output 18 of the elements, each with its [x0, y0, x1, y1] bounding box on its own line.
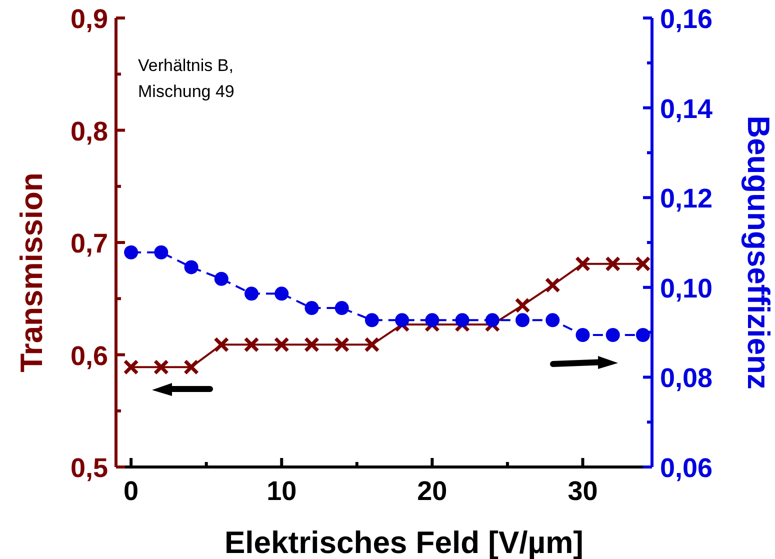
y-tick-label: 0,9 — [70, 4, 108, 34]
y2-tick-label: 0,08 — [660, 363, 713, 394]
y2-tick-label: 0,12 — [660, 184, 713, 214]
y2-tick-label: 0,06 — [660, 453, 713, 483]
y-tick-label: 0,8 — [70, 116, 108, 146]
y2-tick-label: 0,14 — [660, 94, 713, 124]
x-tick-label: 10 — [266, 476, 297, 506]
y-tick-label: 0,6 — [70, 340, 108, 371]
x-tick-label: 20 — [417, 476, 448, 506]
x-tick-label: 0 — [124, 476, 139, 506]
y-axis-title: Transmission — [14, 172, 49, 372]
annotation: Verhältnis B, Mischung 49 — [138, 56, 234, 101]
y-tick-label: 0,5 — [70, 453, 108, 483]
y2-tick-label: 0,16 — [660, 4, 713, 34]
y2-tick-label: 0,10 — [660, 273, 713, 304]
y2-axis-title: Beugungseffizienz — [741, 116, 775, 390]
x-tick-label: 30 — [568, 476, 598, 506]
y-tick-label: 0,7 — [70, 228, 108, 258]
